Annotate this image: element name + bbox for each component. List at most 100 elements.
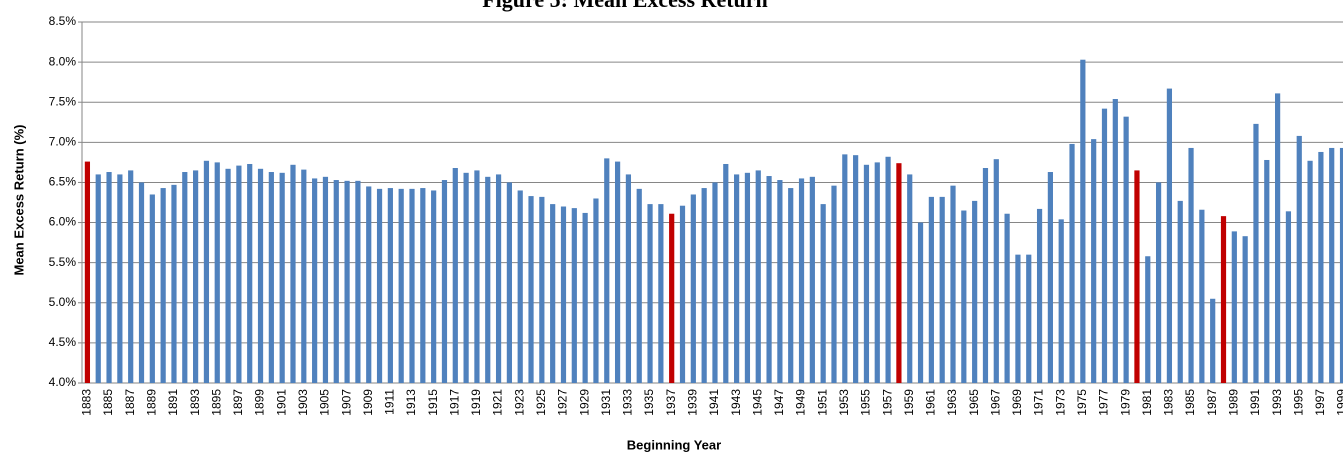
bar bbox=[1166, 88, 1173, 383]
bar bbox=[679, 205, 686, 383]
x-tick-label: 1915 bbox=[426, 389, 440, 416]
bar bbox=[1112, 99, 1118, 383]
x-tick-label: 1929 bbox=[577, 389, 591, 416]
bar bbox=[409, 188, 415, 383]
bar bbox=[138, 182, 145, 383]
x-tick-label: 1941 bbox=[707, 389, 721, 416]
bar bbox=[225, 168, 231, 383]
bar bbox=[972, 200, 978, 383]
x-tick-label: 1953 bbox=[837, 389, 851, 416]
x-tick-label: 1995 bbox=[1291, 389, 1305, 416]
y-tick-label: 6.5% bbox=[49, 175, 77, 189]
bar bbox=[495, 174, 502, 383]
bar bbox=[669, 213, 675, 383]
bar bbox=[182, 172, 188, 383]
x-tick-label: 1939 bbox=[686, 389, 700, 416]
y-tick-label: 5.0% bbox=[49, 295, 77, 309]
x-tick-label: 1919 bbox=[469, 389, 483, 416]
bar bbox=[366, 186, 372, 383]
bar bbox=[441, 180, 448, 383]
x-tick-label: 1893 bbox=[188, 389, 202, 416]
bar bbox=[1026, 254, 1032, 383]
x-tick-label: 1899 bbox=[253, 389, 267, 416]
y-tick-label: 5.5% bbox=[49, 255, 77, 269]
bar bbox=[809, 176, 815, 383]
bar bbox=[517, 190, 523, 383]
x-tick-label: 1981 bbox=[1140, 389, 1154, 416]
bar bbox=[744, 172, 751, 383]
x-tick-label: 1921 bbox=[491, 389, 505, 416]
bar bbox=[355, 180, 361, 383]
bar bbox=[106, 172, 112, 383]
bar bbox=[1155, 182, 1162, 383]
bar bbox=[863, 164, 870, 383]
bar bbox=[842, 154, 848, 383]
x-tick-label: 1985 bbox=[1183, 389, 1197, 416]
y-tick-label: 6.0% bbox=[49, 215, 77, 229]
x-tick-label: 1937 bbox=[664, 389, 678, 416]
x-tick-label: 1949 bbox=[794, 389, 808, 416]
y-tick-label: 7.0% bbox=[49, 135, 77, 149]
x-tick-label: 1927 bbox=[556, 389, 570, 416]
y-tick-label: 8.5% bbox=[49, 14, 77, 28]
x-tick-label: 1935 bbox=[642, 389, 656, 416]
bar bbox=[1329, 147, 1335, 383]
bar bbox=[1036, 208, 1043, 383]
bar bbox=[1339, 147, 1343, 383]
bar bbox=[117, 174, 123, 383]
bar bbox=[95, 174, 101, 383]
bar bbox=[506, 182, 512, 383]
x-tick-label: 1885 bbox=[101, 389, 115, 416]
bar bbox=[149, 194, 155, 383]
bar bbox=[333, 180, 339, 383]
bar bbox=[193, 170, 199, 383]
x-tick-label: 1969 bbox=[1010, 389, 1024, 416]
bar bbox=[420, 188, 426, 383]
bar bbox=[398, 188, 404, 383]
x-axis-label: Beginning Year bbox=[627, 437, 721, 452]
bar bbox=[1177, 200, 1183, 383]
x-tick-label: 1975 bbox=[1075, 389, 1089, 416]
bar bbox=[625, 174, 632, 383]
bar bbox=[701, 188, 707, 383]
bar bbox=[690, 194, 696, 383]
x-tick-label: 1945 bbox=[750, 389, 764, 416]
bar bbox=[1188, 147, 1194, 383]
bar bbox=[993, 159, 999, 383]
bar bbox=[344, 180, 350, 383]
x-tick-label: 1989 bbox=[1227, 389, 1241, 416]
bar bbox=[928, 196, 934, 383]
bar bbox=[798, 178, 805, 383]
bar bbox=[885, 156, 891, 383]
x-tick-label: 1973 bbox=[1053, 389, 1067, 416]
bar bbox=[214, 162, 220, 383]
bar bbox=[452, 168, 458, 383]
bar bbox=[593, 198, 599, 383]
bar bbox=[528, 196, 534, 383]
bar bbox=[582, 212, 588, 383]
x-tick-label: 1965 bbox=[967, 389, 981, 416]
x-tick-label: 1891 bbox=[166, 389, 180, 416]
bar bbox=[550, 204, 556, 383]
bar bbox=[788, 188, 794, 383]
x-tick-label: 1967 bbox=[988, 389, 1002, 416]
bar bbox=[1210, 298, 1216, 383]
x-tick-label: 1913 bbox=[404, 389, 418, 416]
x-tick-label: 1951 bbox=[815, 389, 829, 416]
x-tick-label: 1979 bbox=[1118, 389, 1132, 416]
bar bbox=[712, 182, 718, 383]
x-tick-label: 1889 bbox=[145, 389, 159, 416]
x-tick-label: 1901 bbox=[274, 389, 288, 416]
bar bbox=[1264, 159, 1270, 383]
x-tick-label: 1993 bbox=[1270, 389, 1284, 416]
x-tick-label: 1905 bbox=[318, 389, 332, 416]
x-tick-label: 1917 bbox=[447, 389, 461, 416]
bar bbox=[1253, 123, 1259, 383]
bar bbox=[1296, 135, 1302, 383]
x-tick-label: 1943 bbox=[729, 389, 743, 416]
bar bbox=[128, 170, 134, 383]
bar bbox=[279, 172, 285, 383]
bar bbox=[376, 188, 383, 383]
